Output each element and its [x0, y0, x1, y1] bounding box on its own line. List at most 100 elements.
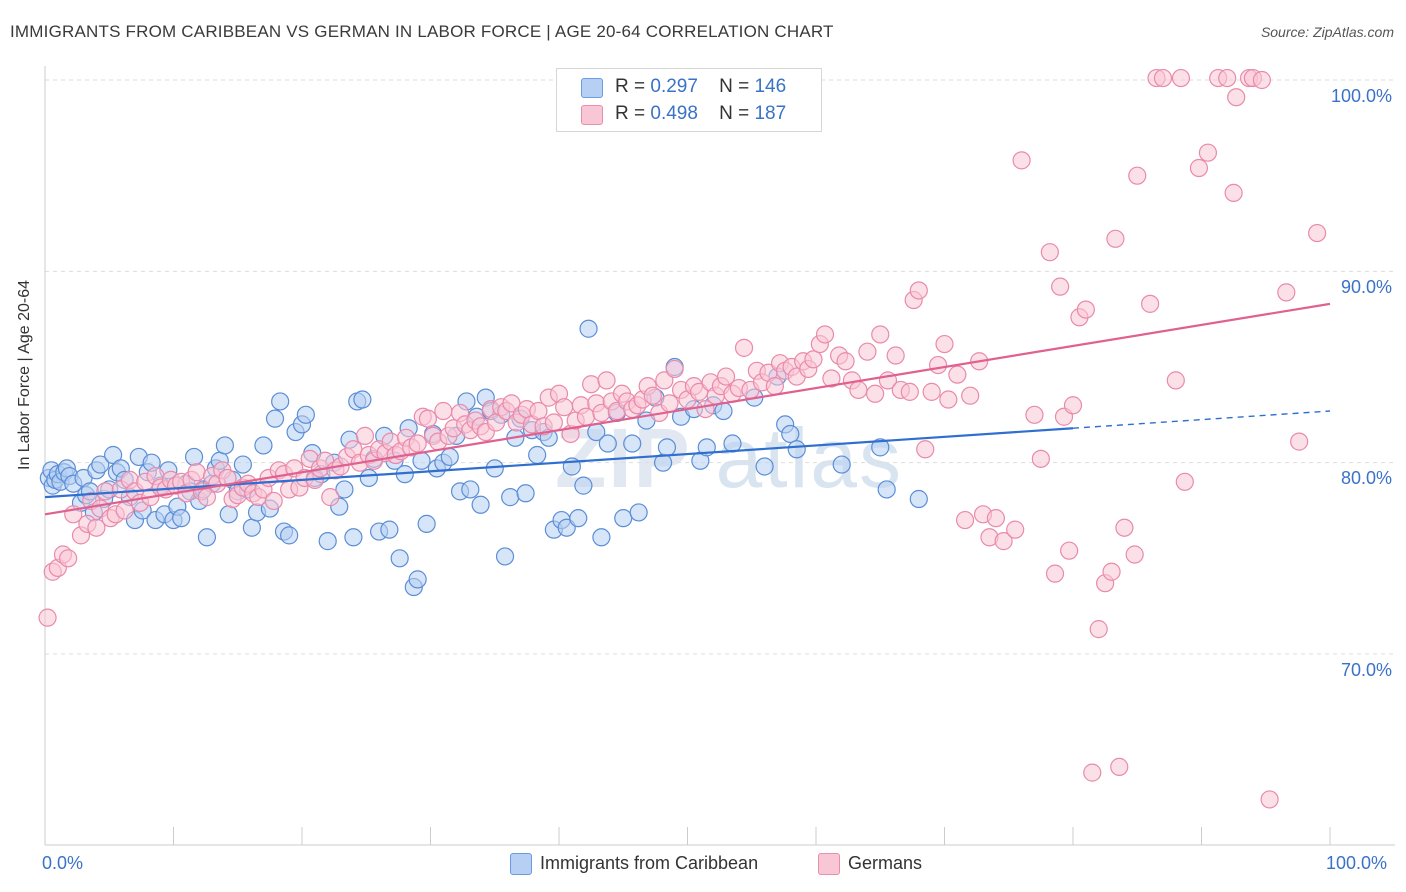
germans-point: [434, 401, 453, 421]
germans-point: [1076, 300, 1095, 319]
caribbean-point: [184, 447, 204, 467]
germans-point: [1089, 620, 1108, 639]
germans-point: [1025, 405, 1044, 424]
germans-point: [822, 369, 841, 388]
germans-point: [900, 382, 919, 401]
legend-n-germans: 187: [754, 103, 787, 124]
caribbean-point: [909, 489, 928, 509]
caribbean-point: [335, 480, 354, 499]
axes: [44, 66, 1395, 846]
germans-point: [1031, 449, 1050, 468]
caribbean-point: [471, 495, 490, 514]
legend-r-caribbean: 0.297: [650, 76, 698, 97]
caribbean-point: [91, 455, 110, 474]
legend-swatch-caribbean: [581, 78, 603, 98]
caribbean-point: [723, 434, 742, 453]
stats-legend: R = 0.297 N = 146 R = 0.498 N = 187: [556, 68, 822, 132]
germans-point: [1308, 223, 1327, 243]
germans-point: [187, 463, 206, 482]
germans-point: [264, 491, 283, 511]
germans-point: [655, 371, 674, 390]
caribbean-point: [172, 509, 191, 528]
caribbean-point: [657, 438, 677, 457]
germans-point: [886, 346, 905, 365]
germans-point: [922, 382, 941, 401]
legend-n-label: N =: [719, 76, 750, 97]
germans-point: [1115, 518, 1134, 537]
germans-point: [961, 386, 980, 405]
y-tick-70: 70.0%: [1340, 660, 1392, 680]
germans-point: [1083, 763, 1102, 782]
germans-point: [115, 501, 134, 520]
caribbean-point: [598, 434, 617, 453]
germans-point: [1051, 277, 1070, 296]
germans-point: [1218, 68, 1237, 88]
bottom-legend-label-germans: Germans: [848, 853, 923, 873]
caribbean-point: [417, 514, 436, 533]
germans-point: [849, 380, 868, 400]
germans-point: [1290, 432, 1309, 451]
caribbean-point: [614, 509, 633, 528]
caribbean-point: [197, 528, 217, 547]
chart-source: Source: ZipAtlas.com: [1260, 24, 1394, 40]
caribbean-point: [755, 457, 774, 476]
caribbean-point: [344, 528, 363, 547]
germans-point: [1166, 371, 1185, 390]
legend-n-caribbean: 146: [754, 76, 787, 97]
germans-point: [1110, 757, 1129, 776]
caribbean-point: [233, 455, 252, 474]
germans-point: [1102, 562, 1121, 581]
germans-point: [1125, 545, 1144, 564]
germans-point: [1260, 790, 1279, 809]
germans-point: [1175, 472, 1194, 491]
caribbean-point: [353, 390, 372, 409]
germans-point: [1012, 151, 1031, 170]
caribbean-point: [461, 480, 480, 499]
germans-point: [836, 352, 855, 371]
germans-point: [597, 371, 616, 390]
germans-point: [1140, 294, 1160, 313]
caribbean-point: [296, 405, 315, 424]
trend-line-germans: [44, 302, 1331, 516]
germans-point: [218, 468, 237, 488]
germans-point: [321, 488, 340, 507]
germans-point: [1063, 396, 1083, 415]
germans-point: [986, 509, 1006, 528]
caribbean-point: [359, 468, 378, 488]
caribbean-point: [569, 509, 588, 528]
caribbean-point: [318, 532, 337, 551]
germans-point: [1189, 158, 1209, 178]
caribbean-point: [781, 424, 800, 444]
germans-point: [1060, 541, 1079, 560]
germans-point: [643, 386, 662, 405]
caribbean-point: [495, 547, 515, 566]
germans-point: [544, 413, 563, 432]
caribbean-point: [574, 476, 593, 495]
germans-point: [866, 384, 885, 403]
caribbean-point: [440, 447, 459, 467]
germans-point: [935, 334, 954, 354]
germans-point: [955, 510, 975, 530]
germans-point: [87, 518, 106, 537]
caribbean-point: [787, 440, 806, 459]
caribbean-point: [271, 392, 290, 411]
caribbean-point: [215, 436, 234, 455]
caribbean-point: [832, 455, 851, 474]
germans-point: [1040, 243, 1059, 262]
germans-point: [1171, 68, 1191, 88]
germans-point: [948, 365, 967, 384]
germans-point: [96, 482, 115, 501]
series-germans: [38, 68, 1327, 809]
germans-point: [815, 325, 835, 344]
germans-point: [1006, 520, 1025, 539]
y-tick-80: 80.0%: [1340, 468, 1392, 488]
germans-point: [994, 532, 1013, 551]
germans-point: [734, 338, 754, 357]
caribbean-point: [242, 518, 261, 537]
germans-point: [716, 367, 736, 386]
bottom-legend-label-caribbean: Immigrants from Caribbean: [540, 853, 759, 873]
germans-point: [355, 426, 375, 445]
caribbean-point: [280, 526, 299, 545]
caribbean-point: [219, 505, 238, 524]
